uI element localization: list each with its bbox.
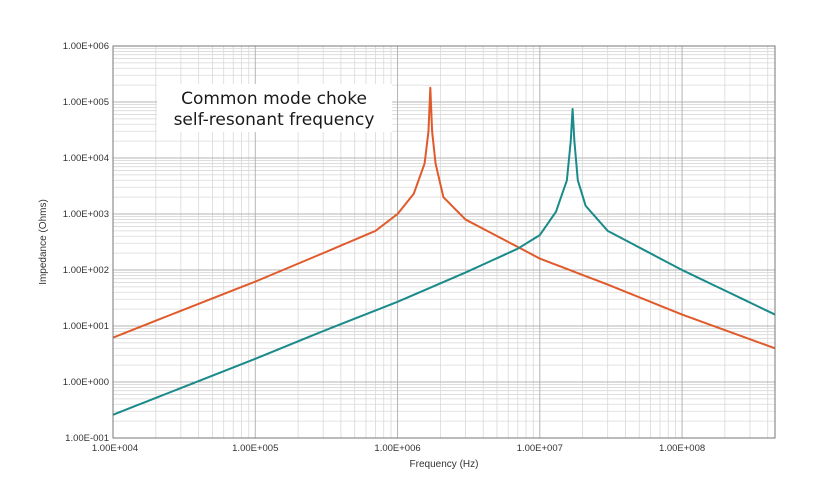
y-tick-label: 1.00E+001 bbox=[63, 321, 109, 332]
x-tick-label: 1.00E+004 bbox=[92, 443, 138, 454]
series-layer bbox=[112, 86, 776, 416]
x-axis-label: Frequency (Hz) bbox=[410, 459, 479, 470]
annotation-line-1: Common mode choke bbox=[181, 89, 367, 109]
x-tick-label: 1.00E+008 bbox=[659, 443, 705, 454]
y-tick-label: 1.00E+003 bbox=[63, 209, 109, 220]
y-tick-label: 1.00E+000 bbox=[63, 377, 109, 388]
x-tick-labels: 1.00E+004 1.00E+005 1.00E+006 1.00E+007 1.00… bbox=[92, 443, 705, 454]
y-tick-labels: 1.00E-001 1.00E+000 1.00E+001 1.00E+002 1.00… bbox=[63, 41, 109, 444]
x-tick-label: 1.00E+005 bbox=[232, 443, 278, 454]
plot-area-border bbox=[112, 45, 776, 439]
annotation-background bbox=[157, 84, 392, 132]
y-axis-label: Impedance (Ohms) bbox=[38, 199, 49, 285]
y-tick-label: 1.00E-001 bbox=[65, 433, 109, 444]
series-line-1 bbox=[112, 86, 776, 350]
annotation-box: Common mode choke self-resonant frequenc… bbox=[157, 84, 392, 132]
y-tick-label: 1.00E+005 bbox=[63, 97, 109, 108]
series-line-2 bbox=[112, 108, 776, 416]
x-tick-label: 1.00E+006 bbox=[374, 443, 420, 454]
annotation-line-2: self-resonant frequency bbox=[174, 110, 375, 130]
y-tick-label: 1.00E+002 bbox=[63, 265, 109, 276]
y-tick-label: 1.00E+006 bbox=[63, 41, 109, 52]
y-tick-label: 1.00E+004 bbox=[63, 153, 109, 164]
x-tick-label: 1.00E+007 bbox=[517, 443, 563, 454]
